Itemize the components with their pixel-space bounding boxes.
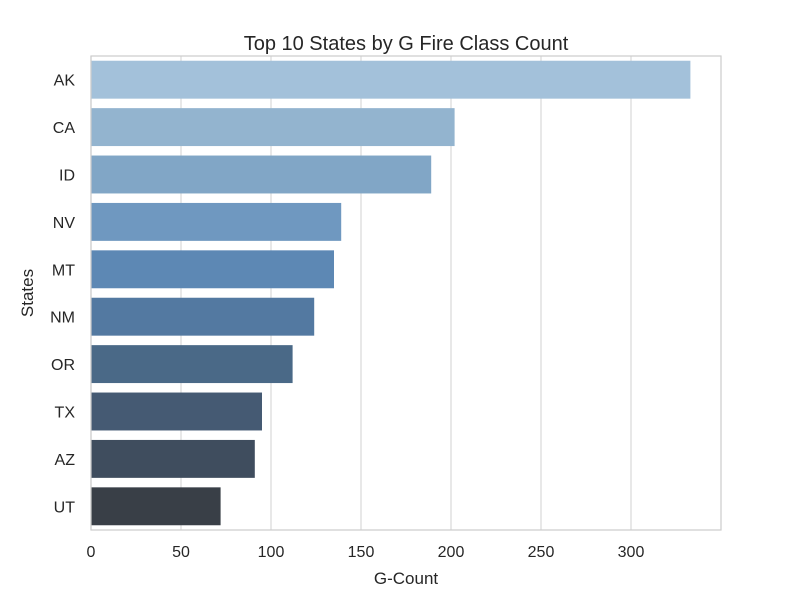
y-tick-label: AZ [55,452,76,469]
bar-mt [91,250,334,289]
bar-tx [91,392,262,431]
y-tick-label: MT [52,262,75,279]
y-tick-label: AK [54,73,76,90]
y-axis-label: States [18,269,37,317]
y-tick-label: TX [55,405,76,422]
y-tick-label: OR [51,357,75,374]
x-tick-label: 300 [618,544,645,561]
x-tick-label: 150 [348,544,375,561]
bar-ak [91,60,691,99]
x-tick-label: 0 [87,544,96,561]
bar-or [91,345,293,384]
chart-title: Top 10 States by G Fire Class Count [244,33,569,55]
x-tick-labels: 0 50 100 150 200 250 300 [87,544,645,561]
bar-id [91,155,432,194]
x-tick-label: 50 [172,544,190,561]
bar-nm [91,297,315,336]
bar-az [91,439,255,478]
bar-ca [91,108,455,147]
bars [91,60,691,526]
x-tick-label: 100 [258,544,285,561]
x-axis-label: G-Count [374,569,439,588]
bar-ut [91,487,221,526]
y-tick-label: NM [50,310,75,327]
y-tick-labels: AK CA ID NV MT NM OR TX AZ UT [50,73,75,517]
x-tick-label: 200 [438,544,465,561]
x-tick-label: 250 [528,544,555,561]
y-tick-label: ID [59,168,75,185]
plot-frame [90,55,722,531]
y-tick-label: CA [53,120,76,137]
y-tick-label: NV [53,215,76,232]
y-tick-label: UT [54,499,76,516]
bar-nv [91,202,342,241]
